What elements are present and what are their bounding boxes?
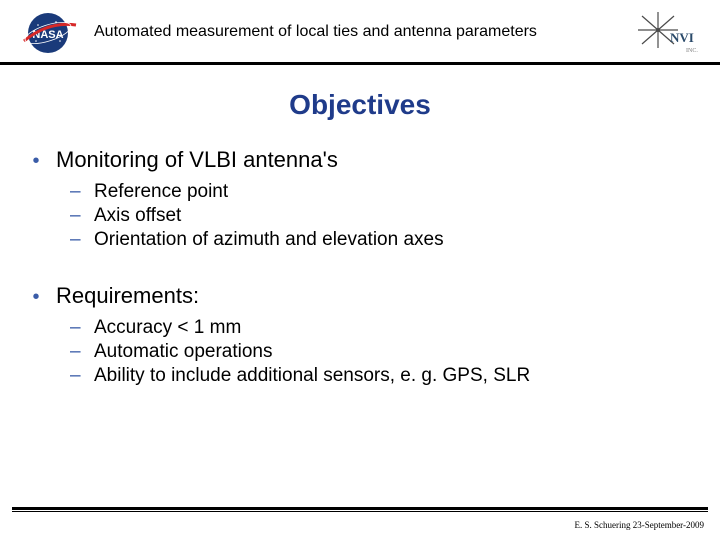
bullet-level1-icon: • <box>28 151 44 171</box>
nvi-logo-text-top: NVI <box>670 30 694 45</box>
bullet-level2-text: Reference point <box>94 181 228 203</box>
slide-header: NASA Automated measurement of local ties… <box>0 0 720 65</box>
list-item: • Monitoring of VLBI antenna's – Referen… <box>28 147 692 251</box>
bullet-list-level2: – Reference point – Axis offset – Orient… <box>70 181 692 251</box>
bullet-row: • Monitoring of VLBI antenna's <box>28 147 692 173</box>
bullet-level2-icon: – <box>70 206 84 225</box>
bullet-level2-text: Automatic operations <box>94 341 273 363</box>
slide-title: Objectives <box>0 89 720 121</box>
footer-divider <box>12 507 708 510</box>
bullet-level2-text: Axis offset <box>94 205 181 227</box>
list-item: – Reference point <box>70 181 692 203</box>
bullet-level2-icon: – <box>70 182 84 201</box>
header-left-group: NASA Automated measurement of local ties… <box>18 11 628 53</box>
bullet-row: • Requirements: <box>28 283 692 309</box>
bullet-level2-text: Orientation of azimuth and elevation axe… <box>94 229 444 251</box>
bullet-level2-text: Ability to include additional sensors, e… <box>94 365 530 387</box>
nvi-logo-text-bottom: INC. <box>686 48 698 54</box>
bullet-level1-text: Requirements: <box>56 283 199 309</box>
bullet-level2-icon: – <box>70 230 84 249</box>
list-item: – Automatic operations <box>70 341 692 363</box>
footer-attribution: E. S. Schuering 23-September-2009 <box>574 520 704 530</box>
bullet-level2-text: Accuracy < 1 mm <box>94 317 241 339</box>
bullet-level1-text: Monitoring of VLBI antenna's <box>56 147 338 173</box>
nasa-logo-icon: NASA <box>18 11 86 53</box>
list-item: – Ability to include additional sensors,… <box>70 365 692 387</box>
list-item: – Accuracy < 1 mm <box>70 317 692 339</box>
bullet-level1-icon: • <box>28 287 44 307</box>
bullet-level2-icon: – <box>70 342 84 361</box>
list-item: – Axis offset <box>70 205 692 227</box>
header-title: Automated measurement of local ties and … <box>94 23 537 41</box>
slide-body: • Monitoring of VLBI antenna's – Referen… <box>0 147 720 387</box>
bullet-level2-icon: – <box>70 318 84 337</box>
list-item: • Requirements: – Accuracy < 1 mm – Auto… <box>28 283 692 387</box>
nvi-logo-icon: NVI INC. <box>628 10 702 54</box>
bullet-list-level2: – Accuracy < 1 mm – Automatic operations… <box>70 317 692 387</box>
list-item: – Orientation of azimuth and elevation a… <box>70 229 692 251</box>
bullet-level2-icon: – <box>70 366 84 385</box>
bullet-list-level1: • Monitoring of VLBI antenna's – Referen… <box>28 147 692 387</box>
